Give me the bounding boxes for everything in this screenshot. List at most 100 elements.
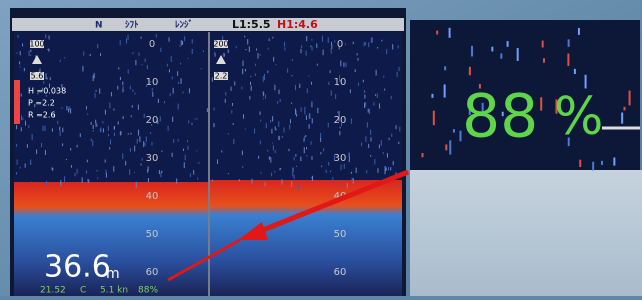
noise	[105, 159, 106, 162]
noise	[574, 69, 576, 74]
depth: 36.6	[44, 250, 111, 285]
depth-label: 20	[334, 115, 347, 126]
noise	[158, 99, 159, 103]
noise	[36, 149, 37, 154]
noise	[445, 144, 447, 150]
noise	[82, 66, 83, 72]
noise	[147, 169, 148, 173]
noise	[47, 49, 48, 50]
page: N ｼﾌﾄ ﾚﾝｼﾞ L1:5.5 H1:4.6 100 5.6 H =0.03…	[0, 0, 642, 296]
noise	[203, 50, 204, 52]
noise	[339, 131, 340, 135]
seabed	[210, 180, 402, 296]
noise	[223, 53, 224, 57]
noise	[62, 143, 63, 146]
noise	[60, 131, 61, 136]
noise	[266, 123, 267, 128]
noise	[45, 34, 46, 38]
noise	[331, 48, 332, 53]
noise	[306, 36, 307, 41]
noise	[328, 123, 329, 128]
noise	[368, 42, 369, 47]
noise	[328, 37, 329, 43]
noise	[160, 116, 161, 121]
noise	[66, 159, 67, 160]
depth-label: 0	[337, 39, 343, 50]
noise	[364, 95, 365, 99]
noise	[308, 75, 309, 76]
noise	[369, 109, 370, 114]
noise	[152, 88, 153, 91]
noise	[245, 128, 246, 129]
noise	[349, 153, 350, 158]
noise	[578, 28, 580, 35]
noise	[301, 49, 302, 53]
noise	[130, 86, 131, 90]
noise	[125, 161, 126, 166]
noise	[201, 68, 202, 69]
noise	[311, 141, 312, 144]
noise	[231, 87, 232, 91]
noise	[274, 85, 275, 90]
noise	[391, 134, 392, 137]
noise	[64, 176, 65, 182]
noise	[69, 106, 70, 111]
noise	[390, 167, 391, 170]
noise	[139, 136, 140, 142]
noise	[365, 42, 366, 45]
noise	[294, 157, 295, 160]
noise	[377, 47, 378, 49]
screenshot: N ｼﾌﾄ ﾚﾝｼﾞ L1:5.5 H1:4.6 100 5.6 H =0.03…	[0, 0, 642, 296]
noise	[364, 42, 365, 46]
noise	[52, 128, 53, 131]
noise	[275, 150, 276, 153]
noise	[120, 77, 121, 80]
noise	[123, 116, 124, 119]
noise	[517, 48, 519, 61]
noise	[288, 149, 289, 151]
depth-label: 50	[146, 229, 159, 240]
noise	[365, 102, 366, 107]
noise	[264, 74, 265, 80]
noise	[147, 65, 148, 69]
noise	[258, 156, 259, 159]
depth-unit: m	[106, 266, 120, 282]
noise	[194, 119, 195, 120]
noise	[389, 138, 390, 140]
noise	[242, 151, 243, 156]
noise	[245, 49, 246, 50]
noise	[100, 127, 101, 131]
noise	[260, 54, 261, 56]
shift: ｼﾌﾄ	[125, 20, 139, 31]
noise	[156, 34, 157, 37]
noise	[241, 87, 242, 90]
noise	[312, 46, 313, 50]
noise	[64, 57, 65, 58]
noise	[283, 127, 284, 132]
gain-box: 2.2	[215, 72, 228, 81]
noise	[122, 153, 123, 159]
noise	[221, 150, 222, 152]
noise	[42, 126, 43, 131]
noise	[352, 178, 353, 181]
noise	[88, 179, 89, 183]
noise	[367, 122, 368, 127]
noise	[167, 64, 168, 67]
noise	[306, 147, 307, 149]
noise	[66, 106, 67, 110]
noise	[30, 54, 31, 55]
noise	[113, 166, 114, 171]
noise	[91, 139, 92, 142]
noise	[61, 107, 62, 108]
noise	[181, 40, 182, 45]
depth-label: 20	[146, 115, 159, 126]
noise	[392, 44, 393, 49]
noise	[258, 53, 259, 59]
noise	[128, 133, 129, 134]
noise	[180, 63, 181, 65]
noise	[471, 46, 473, 57]
north: N	[95, 21, 103, 31]
noise	[335, 94, 336, 99]
noise	[624, 107, 626, 111]
reading: H =0.038	[28, 87, 66, 96]
